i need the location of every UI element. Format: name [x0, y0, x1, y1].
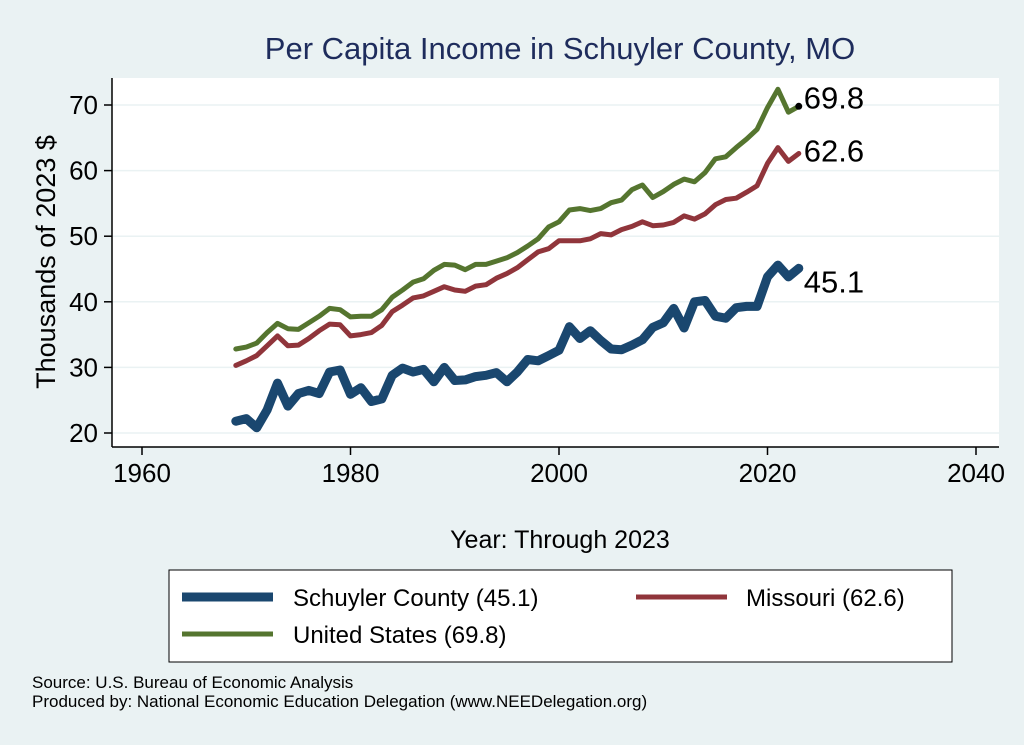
end-point-marker-us	[795, 102, 803, 110]
chart-title: Per Capita Income in Schuyler County, MO	[265, 31, 855, 66]
legend-label-schuyler: Schuyler County (45.1)	[293, 585, 538, 612]
y-tick-label: 60	[69, 156, 98, 186]
series-line-missouri	[233, 145, 802, 368]
legend-label-us: United States (69.8)	[293, 622, 506, 649]
plot-area	[112, 78, 999, 447]
x-tick-label: 2020	[739, 458, 797, 488]
x-tick-label: 2000	[530, 458, 588, 488]
x-tick-label: 1980	[322, 458, 380, 488]
y-tick-label: 40	[69, 287, 98, 317]
producer-note: Produced by: National Economic Education…	[32, 692, 648, 711]
legend-label-missouri: Missouri (62.6)	[746, 585, 905, 612]
source-note: Source: U.S. Bureau of Economic Analysis	[32, 673, 354, 692]
end-label-us: 69.8	[804, 80, 864, 115]
end-label-schuyler: 45.1	[804, 265, 864, 300]
y-tick-label: 20	[69, 418, 98, 448]
x-tick-label: 2040	[947, 458, 1005, 488]
legend: Schuyler County (45.1) Missouri (62.6) U…	[168, 569, 953, 663]
series-line-schuyler	[231, 260, 804, 433]
legend-box	[168, 569, 953, 663]
x-tick-label: 1960	[113, 458, 171, 488]
y-axis-label: Thousands of 2023 $	[31, 135, 61, 389]
series-line-us	[233, 86, 802, 352]
x-axis-label: Year: Through 2023	[450, 526, 670, 554]
end-label-missouri: 62.6	[804, 134, 864, 169]
y-tick-label: 70	[69, 90, 98, 120]
y-tick-label: 50	[69, 221, 98, 251]
y-tick-label: 30	[69, 352, 98, 382]
